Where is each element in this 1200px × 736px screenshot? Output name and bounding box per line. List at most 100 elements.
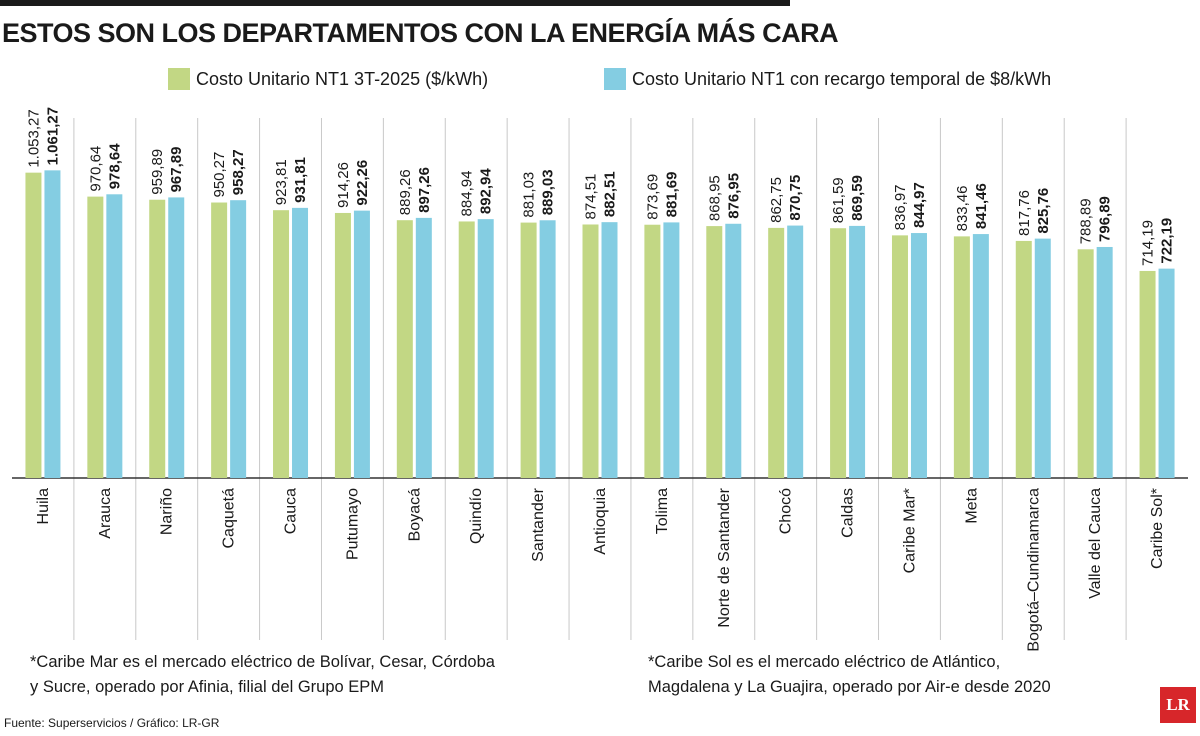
category-label: Boyacá bbox=[406, 488, 423, 541]
bar-series1 bbox=[87, 196, 104, 479]
note-caribe-mar-line2: y Sucre, operado por Afinia, filial del … bbox=[30, 678, 385, 696]
category-label: Chocó bbox=[778, 488, 795, 534]
data-label-series1: 836,97 bbox=[892, 184, 909, 230]
category-label: Caquetá bbox=[221, 488, 238, 549]
bar-series1 bbox=[458, 221, 475, 479]
bar-series2 bbox=[230, 200, 247, 479]
data-label-series2: 869,59 bbox=[849, 175, 866, 221]
note-caribe-sol-line2: Magdalena y La Guajira, operado por Air-… bbox=[648, 678, 1051, 696]
bar-series1 bbox=[396, 220, 413, 478]
data-label-series2: 958,27 bbox=[230, 149, 247, 195]
data-label-series2: 825,76 bbox=[1035, 188, 1052, 234]
legend-swatch-series2 bbox=[604, 68, 626, 90]
data-label-series1: 868,95 bbox=[706, 175, 723, 221]
category-label: Bogotá–Cundinamarca bbox=[1025, 488, 1042, 652]
bar-series2 bbox=[1096, 246, 1113, 478]
data-label-series2: 1.061,27 bbox=[44, 107, 61, 165]
data-label-series1: 923,81 bbox=[273, 159, 290, 205]
bar-series2 bbox=[477, 219, 494, 478]
bar-series1 bbox=[149, 199, 166, 478]
category-label: Arauca bbox=[97, 488, 114, 539]
bar-series1 bbox=[25, 172, 42, 478]
data-label-series2: 967,89 bbox=[168, 147, 185, 193]
category-label: Santander bbox=[530, 487, 547, 562]
bar-series1 bbox=[520, 222, 537, 478]
bar-series2 bbox=[663, 222, 680, 478]
data-label-series2: 931,81 bbox=[292, 157, 309, 203]
bar-series2 bbox=[725, 223, 742, 478]
data-label-series1: 914,26 bbox=[335, 162, 352, 208]
bar-series2 bbox=[292, 207, 309, 478]
category-label: Caribe Mar* bbox=[901, 488, 918, 573]
data-label-series2: 876,95 bbox=[725, 173, 742, 219]
bar-series1 bbox=[768, 227, 785, 478]
data-label-series1: 833,46 bbox=[954, 185, 971, 231]
data-label-series1: 873,69 bbox=[644, 174, 661, 220]
bar-series2 bbox=[849, 225, 866, 478]
bar-series2 bbox=[106, 194, 123, 478]
note-caribe-sol: *Caribe Sol es el mercado eléctrico de A… bbox=[648, 650, 1051, 700]
legend-swatch-series1 bbox=[168, 68, 190, 90]
data-label-series2: 844,97 bbox=[911, 182, 928, 228]
bar-series1 bbox=[891, 235, 908, 478]
data-label-series2: 841,46 bbox=[973, 183, 990, 229]
bar-series1 bbox=[706, 226, 723, 478]
data-label-series1: 889,26 bbox=[397, 169, 414, 215]
data-label-series1: 950,27 bbox=[211, 152, 228, 198]
data-label-series2: 922,26 bbox=[354, 160, 371, 206]
bar-series1 bbox=[1015, 240, 1032, 478]
data-label-series2: 881,69 bbox=[663, 172, 680, 218]
data-label-series2: 870,75 bbox=[787, 175, 804, 221]
legend-label-series2: Costo Unitario NT1 con recargo temporal … bbox=[632, 68, 1052, 89]
category-label: Nariño bbox=[159, 488, 176, 535]
data-label-series1: 1.053,27 bbox=[25, 109, 42, 167]
category-label: Antioquia bbox=[592, 488, 609, 555]
source-credit: Fuente: Superservicios / Gráfico: LR-GR bbox=[4, 716, 220, 730]
legend-item-series2: Costo Unitario NT1 con recargo temporal … bbox=[604, 64, 1051, 94]
bar-series1 bbox=[644, 224, 661, 478]
bar-series2 bbox=[910, 233, 927, 478]
bar-series2 bbox=[972, 234, 989, 478]
bar-series1 bbox=[1077, 249, 1094, 478]
bar-series2 bbox=[415, 217, 432, 478]
category-label: Putumayo bbox=[344, 488, 361, 560]
data-label-series1: 884,94 bbox=[459, 171, 476, 217]
category-label: Cauca bbox=[283, 488, 300, 534]
category-label: Norte de Santander bbox=[716, 487, 733, 627]
data-label-series1: 959,89 bbox=[149, 149, 166, 195]
bar-series1 bbox=[830, 228, 847, 478]
top-rule bbox=[0, 0, 790, 6]
bar-series2 bbox=[1158, 268, 1175, 478]
note-caribe-mar-line1: *Caribe Mar es el mercado eléctrico de B… bbox=[30, 653, 495, 671]
category-label: Quindío bbox=[468, 488, 485, 544]
data-label-series2: 889,03 bbox=[540, 169, 557, 215]
bar-series1 bbox=[334, 212, 351, 478]
data-label-series1: 714,19 bbox=[1140, 220, 1157, 266]
category-label: Huila bbox=[35, 488, 52, 525]
data-label-series2: 722,19 bbox=[1159, 218, 1176, 264]
category-label: Tolima bbox=[654, 488, 671, 534]
data-label-series2: 978,64 bbox=[106, 143, 123, 190]
bar-series1 bbox=[273, 210, 290, 478]
bar-series2 bbox=[1034, 238, 1051, 478]
bar-series1 bbox=[1139, 270, 1156, 478]
category-label: Caldas bbox=[840, 488, 857, 538]
chart-title: ESTOS SON LOS DEPARTAMENTOS CON LA ENERG… bbox=[2, 18, 839, 48]
data-label-series2: 892,94 bbox=[478, 168, 495, 215]
data-label-series1: 970,64 bbox=[87, 146, 104, 192]
data-label-series2: 897,26 bbox=[416, 167, 433, 213]
note-caribe-sol-line1: *Caribe Sol es el mercado eléctrico de A… bbox=[648, 653, 1001, 671]
category-label: Valle del Cauca bbox=[1087, 488, 1104, 599]
data-label-series2: 796,89 bbox=[1097, 196, 1114, 242]
bar-series2 bbox=[601, 222, 618, 478]
note-caribe-mar: *Caribe Mar es el mercado eléctrico de B… bbox=[30, 650, 495, 700]
bar-series2 bbox=[787, 225, 804, 478]
lr-logo: LR bbox=[1160, 687, 1196, 723]
legend-item-series1: Costo Unitario NT1 3T-2025 ($/kWh) bbox=[168, 64, 488, 94]
data-label-series1: 881,03 bbox=[521, 172, 538, 218]
bar-series2 bbox=[44, 170, 61, 478]
legend-label-series1: Costo Unitario NT1 3T-2025 ($/kWh) bbox=[196, 68, 489, 89]
bar-series1 bbox=[953, 236, 970, 478]
data-label-series1: 862,75 bbox=[768, 177, 785, 223]
